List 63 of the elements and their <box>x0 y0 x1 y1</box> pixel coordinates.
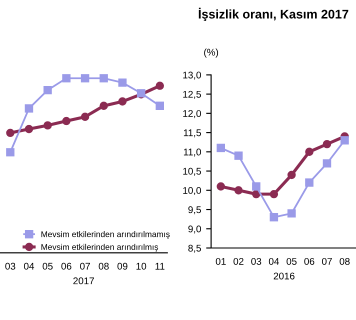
x-tick-label: 10 <box>136 262 146 270</box>
y-tick-label: 10,5 <box>183 168 201 176</box>
x-tick-label: 08 <box>98 262 109 270</box>
point <box>44 121 52 130</box>
point <box>156 102 164 110</box>
point <box>287 209 296 218</box>
legend-label: Mevsim etkilerinden arındırılmış <box>41 244 158 252</box>
point <box>80 112 90 121</box>
point <box>44 86 52 94</box>
point <box>287 170 296 180</box>
x-tick-label: 08 <box>340 258 350 265</box>
y-tick-label: 9,0 <box>188 226 202 234</box>
x-tick-label: 05 <box>42 262 53 270</box>
y-tick-label: 9,5 <box>188 206 201 214</box>
x-tick-label: 04 <box>24 262 34 270</box>
x-tick-label: 05 <box>286 258 297 265</box>
x-tick-label: 06 <box>61 262 72 270</box>
point <box>340 136 349 144</box>
point <box>100 74 108 82</box>
point <box>216 144 226 152</box>
y-tick-label: 13,0 <box>183 72 202 80</box>
x-tick-label: 11 <box>156 262 164 270</box>
legend-label: Mevsim etkilerinden arındırılmamış <box>41 231 170 239</box>
x-tick-label: 04 <box>268 258 280 265</box>
point <box>270 190 278 198</box>
y-axis-title: (%) <box>204 48 218 58</box>
x-tick-label: 07 <box>322 258 332 265</box>
point <box>118 78 127 87</box>
point <box>24 124 34 134</box>
point <box>270 213 278 222</box>
x-tick-label: 02 <box>234 258 244 265</box>
point <box>62 74 71 82</box>
x-tick-label: 06 <box>304 258 314 265</box>
y-tick-label: 12,0 <box>183 110 202 118</box>
point <box>234 186 243 194</box>
point <box>118 97 127 106</box>
point <box>156 82 164 90</box>
x-tick-label: 03 <box>5 262 16 270</box>
point <box>252 182 260 191</box>
x-tick-label: 07 <box>80 262 90 270</box>
point <box>234 152 243 160</box>
x-tick-label: 03 <box>251 258 262 265</box>
point <box>322 159 332 168</box>
y-tick-label: 11,5 <box>184 129 201 138</box>
point <box>322 140 332 148</box>
y-tick-label: 12,5 <box>183 90 201 99</box>
point <box>305 148 314 156</box>
x-tick-label: 01 <box>216 258 226 265</box>
point <box>24 104 34 113</box>
x-axis-title: 2016 <box>274 272 294 280</box>
y-tick-label: 10,0 <box>183 187 202 196</box>
point <box>6 128 14 138</box>
y-tick-label: 11,0 <box>184 148 202 157</box>
point <box>305 178 314 187</box>
point <box>62 116 71 126</box>
point <box>100 102 108 110</box>
point <box>6 148 14 156</box>
chart-title: İşsizlik oranı, Kasım 2017 <box>198 8 348 22</box>
y-tick-label: 8,5 <box>188 244 201 253</box>
point <box>80 74 90 82</box>
x-tick-label: 09 <box>117 262 128 270</box>
x-axis-title: 2017 <box>73 277 94 284</box>
point <box>216 182 226 191</box>
